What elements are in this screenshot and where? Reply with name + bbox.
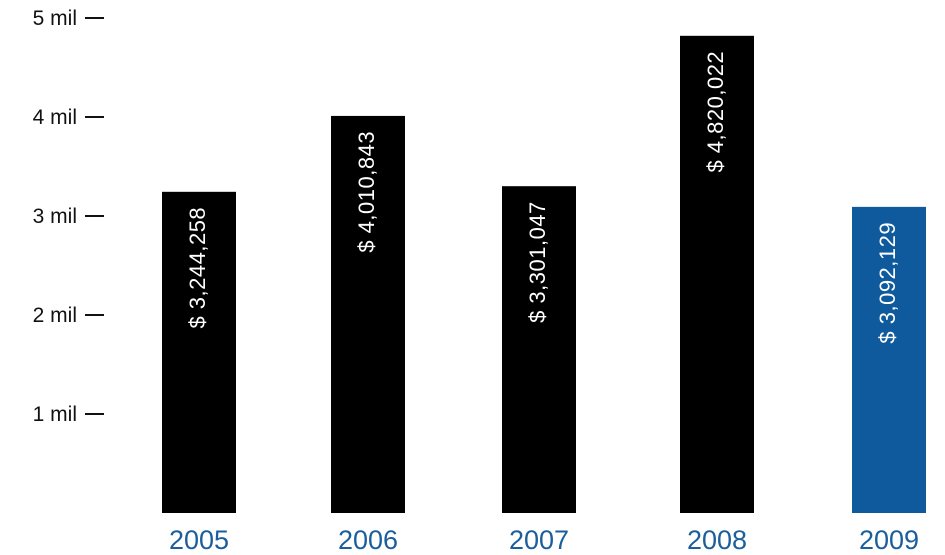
bar-value-label: $ 4,820,022 bbox=[703, 51, 728, 173]
bars: $ 3,244,258 $ 4,010,843 $ 3,301,047 $ 4,820… bbox=[162, 35, 926, 514]
y-tick-label: 4 mil bbox=[33, 106, 77, 129]
x-tick-label: 2006 bbox=[338, 525, 398, 555]
x-tick-label: 2007 bbox=[509, 525, 569, 555]
bar-2009 bbox=[852, 206, 926, 514]
y-axis: 1 mil 2 mil 3 mil 4 mil 5 mil bbox=[33, 7, 104, 426]
y-tick-label: 2 mil bbox=[33, 304, 77, 327]
bar-value-label: $ 3,092,129 bbox=[875, 222, 900, 344]
x-tick-label: 2008 bbox=[687, 525, 747, 555]
y-tick-label: 3 mil bbox=[33, 205, 77, 228]
bar-2007 bbox=[502, 186, 576, 513]
bar-2006 bbox=[331, 115, 405, 513]
bar-2005 bbox=[162, 191, 236, 513]
y-tick-label: 5 mil bbox=[33, 7, 77, 30]
bar-value-label: $ 3,301,047 bbox=[525, 201, 550, 323]
x-axis: 2005 2006 2007 2008 2009 bbox=[169, 525, 919, 555]
x-tick-label: 2009 bbox=[859, 525, 919, 555]
bar-value-label: $ 3,244,258 bbox=[185, 207, 210, 329]
y-tick-label: 1 mil bbox=[33, 403, 77, 426]
bar-2008 bbox=[680, 35, 754, 514]
bar-value-label: $ 4,010,843 bbox=[354, 131, 379, 253]
x-tick-label: 2005 bbox=[169, 525, 229, 555]
